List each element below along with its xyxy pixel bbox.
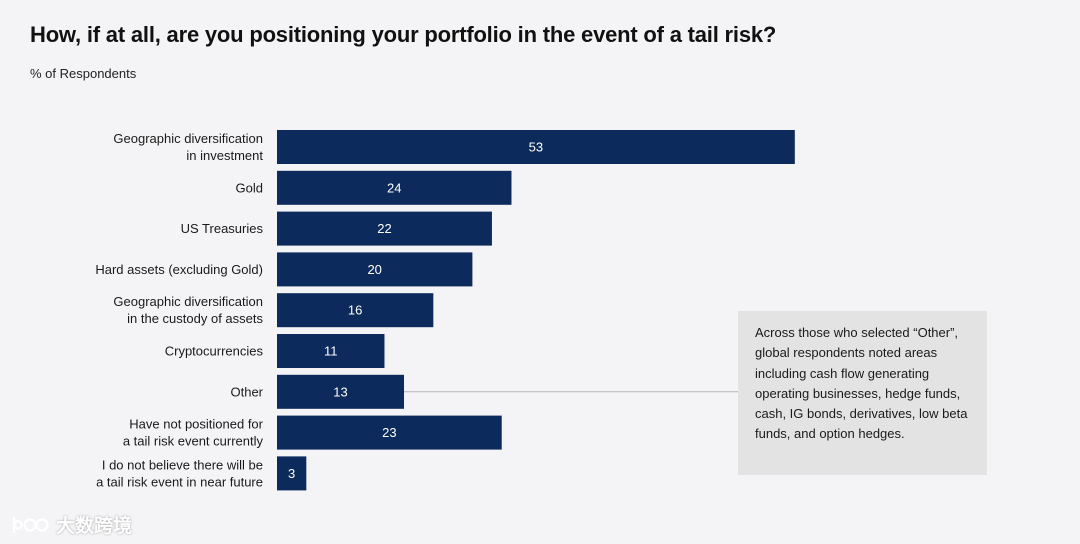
bar-i-do-not-believe-there-will-be-a-tail-risk-event-in-near-future	[277, 456, 307, 491]
category-label-line: I do not believe there will be	[102, 457, 263, 472]
bar-value-label: 13	[333, 384, 347, 399]
category-label: Geographic diversification in the custody…	[113, 294, 263, 326]
category-label-line: in the custody of assets	[127, 311, 263, 326]
category-label-line: Geographic diversification	[113, 294, 263, 309]
bar-value-label: 24	[387, 180, 401, 195]
watermark: 大数跨境	[10, 511, 132, 538]
bar-geographic-diversification-in-investment	[277, 130, 795, 164]
category-label-line: Other	[230, 384, 263, 399]
category-label: Other	[230, 384, 263, 399]
category-label-line: Hard assets (excluding Gold)	[95, 262, 263, 277]
category-label-line: US Treasuries	[181, 221, 264, 236]
bar-value-label: 23	[382, 425, 396, 440]
category-label: Have not positioned for a tail risk event…	[123, 417, 264, 449]
category-label-line: a tail risk event currently	[123, 434, 264, 449]
category-label: Cryptocurrencies	[165, 344, 264, 359]
bar-value-label: 53	[529, 140, 543, 155]
watermark-text: 大数跨境	[56, 516, 133, 537]
category-label: Hard assets (excluding Gold)	[95, 262, 263, 277]
category-label-line: Have not positioned for	[129, 417, 263, 432]
category-label-line: a tail risk event in near future	[96, 474, 263, 489]
watermark-logo-icon	[12, 516, 49, 533]
bar-have-not-positioned-for-a-tail-risk-event-currently	[277, 415, 502, 450]
chart-title: How, if at all, are you positioning your…	[30, 22, 777, 47]
category-label: I do not believe there will be a tail ris…	[96, 457, 263, 489]
bar-hard-assets-excluding-gold	[277, 252, 473, 287]
bar-value-label: 20	[367, 262, 381, 277]
category-label: Gold	[236, 180, 263, 195]
category-label-line: Cryptocurrencies	[165, 344, 264, 359]
category-label: Geographic diversification in investment	[113, 131, 263, 163]
bar-geographic-diversification-in-the-custody-of-assets	[277, 293, 434, 328]
bar-gold	[277, 170, 512, 205]
chart-subtitle: % of Respondents	[30, 66, 137, 81]
bar-value-label: 22	[377, 221, 391, 236]
bar-cryptocurrencies	[277, 334, 385, 368]
bar-value-label: 3	[288, 466, 295, 481]
bar-other	[277, 374, 405, 409]
bar-value-label: 11	[324, 344, 338, 359]
bar-us-treasuries	[277, 211, 492, 246]
category-label-line: in investment	[186, 148, 263, 163]
category-label-line: Gold	[236, 180, 263, 195]
other-annotation-box: Across those who selected “Other”, globa…	[738, 311, 987, 475]
category-label: US Treasuries	[181, 221, 264, 236]
bar-value-label: 16	[348, 303, 362, 318]
category-label-line: Geographic diversification	[113, 131, 263, 146]
